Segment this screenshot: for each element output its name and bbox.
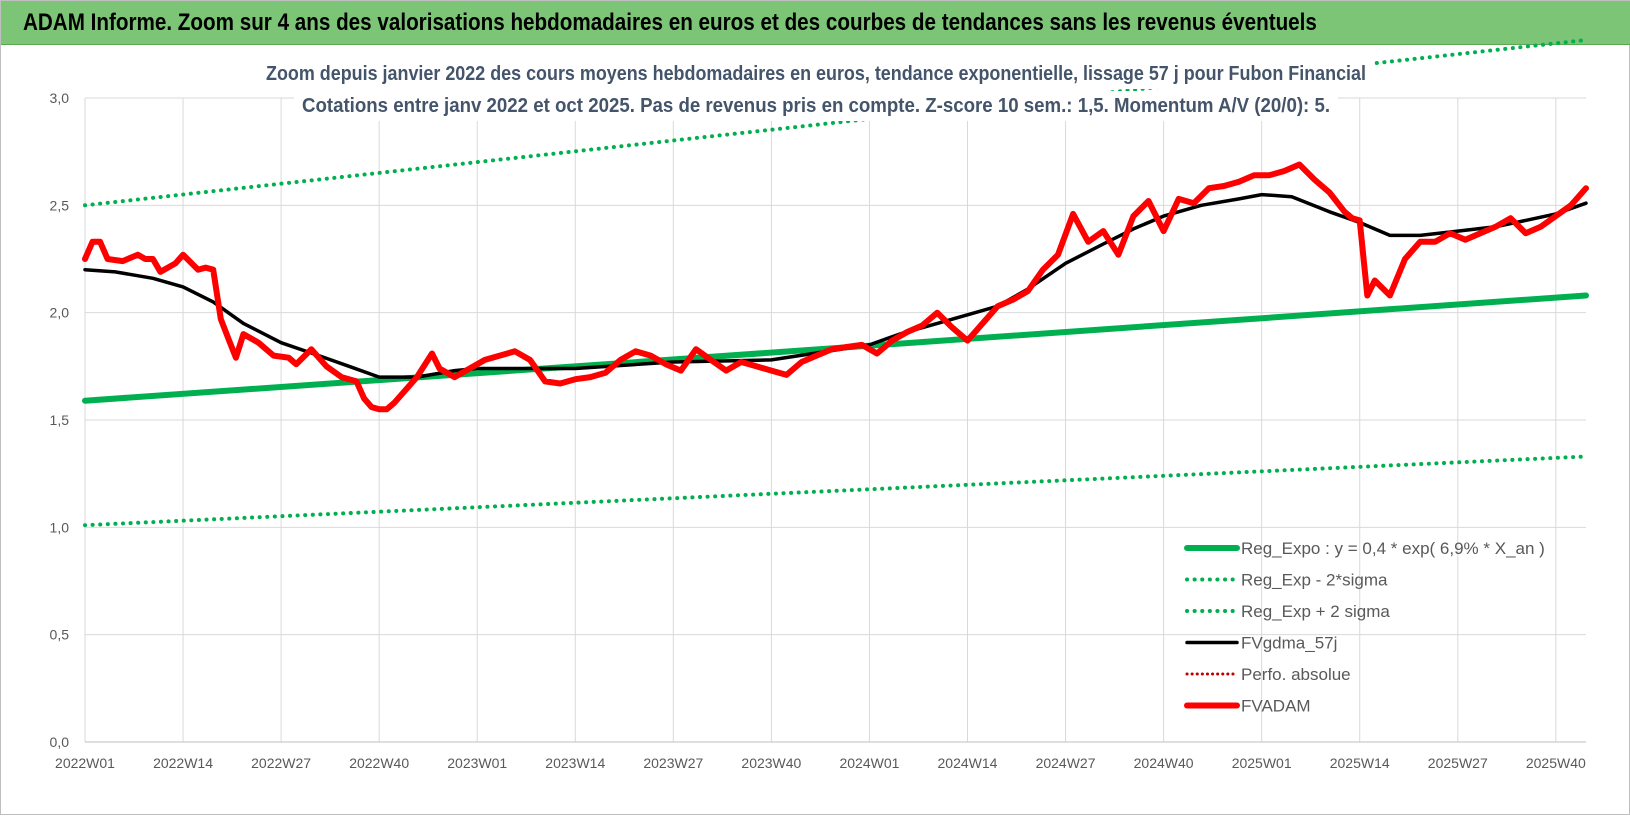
chart-title: Zoom depuis janvier 2022 des cours moyen… [258, 59, 1374, 121]
x-tick-label: 2023W01 [447, 755, 507, 771]
y-tick-label: 2,5 [50, 197, 70, 213]
legend-label-3: FVgdma_57j [1241, 634, 1337, 653]
axes: 0,0 0,5 1,0 1,5 2,0 2,5 3,0 2022W01 2022W14 2022W… [50, 90, 1586, 771]
legend-label-5: FVADAM [1241, 697, 1311, 716]
x-tick-label: 2024W40 [1134, 755, 1194, 771]
series-line-1 [83, 454, 1588, 528]
x-tick-label: 2022W40 [349, 755, 409, 771]
y-tick-label: 0,5 [50, 627, 70, 643]
y-tick-label: 1,0 [50, 519, 70, 535]
x-tick-label: 2024W01 [839, 755, 899, 771]
x-tick-label: 2023W27 [643, 755, 703, 771]
gridlines [84, 97, 1586, 743]
x-tick-label: 2022W27 [251, 755, 311, 771]
x-tick-label: 2024W27 [1036, 755, 1096, 771]
report-banner: ADAM Informe. Zoom sur 4 ans des valoris… [1, 1, 1630, 45]
series-line-3 [83, 192, 1588, 379]
x-tick-label: 2025W40 [1526, 755, 1586, 771]
series-line-2 [83, 38, 1588, 208]
legend-label-1: Reg_Exp - 2*sigma [1241, 571, 1388, 590]
subtitle-backing [294, 91, 1338, 121]
y-tick-label: 0,0 [50, 734, 70, 750]
x-tick-label: 2023W40 [741, 755, 801, 771]
x-tick-label: 2025W27 [1428, 755, 1488, 771]
chart-subtitle-line: Zoom depuis janvier 2022 des cours moyen… [266, 63, 1366, 85]
legend-label-0: Reg_Expo : y = 0,4 * exp( 6,9% * X_an ) [1241, 539, 1545, 558]
x-tick-label: 2022W01 [55, 755, 115, 771]
series-lines [82, 38, 1589, 528]
legend-label-4: Perfo. absolue [1241, 665, 1351, 684]
legend: Reg_Expo : y = 0,4 * exp( 6,9% * X_an ) R… [1184, 539, 1545, 716]
series-line-5 [82, 161, 1589, 413]
x-tick-label: 2024W14 [938, 755, 998, 771]
y-tick-label: 3,0 [50, 90, 70, 106]
x-tick-label: 2023W14 [545, 755, 605, 771]
y-tick-label: 1,5 [50, 412, 70, 428]
x-tick-label: 2025W01 [1232, 755, 1292, 771]
x-tick-label: 2022W14 [153, 755, 213, 771]
legend-label-2: Reg_Exp + 2 sigma [1241, 602, 1390, 621]
report-title: ADAM Informe. Zoom sur 4 ans des valoris… [23, 9, 1317, 36]
x-tick-label: 2025W14 [1330, 755, 1390, 771]
y-tick-label: 2,0 [50, 305, 70, 321]
subtitle-backing [258, 59, 1374, 89]
chart-subtitle-line: Cotations entre janv 2022 et oct 2025. P… [302, 95, 1330, 117]
